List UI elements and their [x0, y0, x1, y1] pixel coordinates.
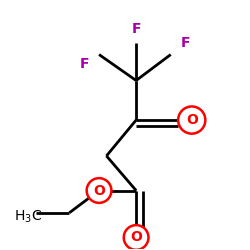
- Circle shape: [178, 106, 205, 134]
- Text: F: F: [132, 22, 141, 36]
- Circle shape: [87, 178, 112, 203]
- Text: O: O: [130, 230, 142, 244]
- Text: O: O: [93, 184, 105, 198]
- Text: O: O: [186, 113, 198, 127]
- Text: F: F: [80, 58, 89, 71]
- Text: F: F: [181, 36, 190, 51]
- Circle shape: [124, 225, 148, 250]
- Text: H$_3$C: H$_3$C: [14, 208, 42, 225]
